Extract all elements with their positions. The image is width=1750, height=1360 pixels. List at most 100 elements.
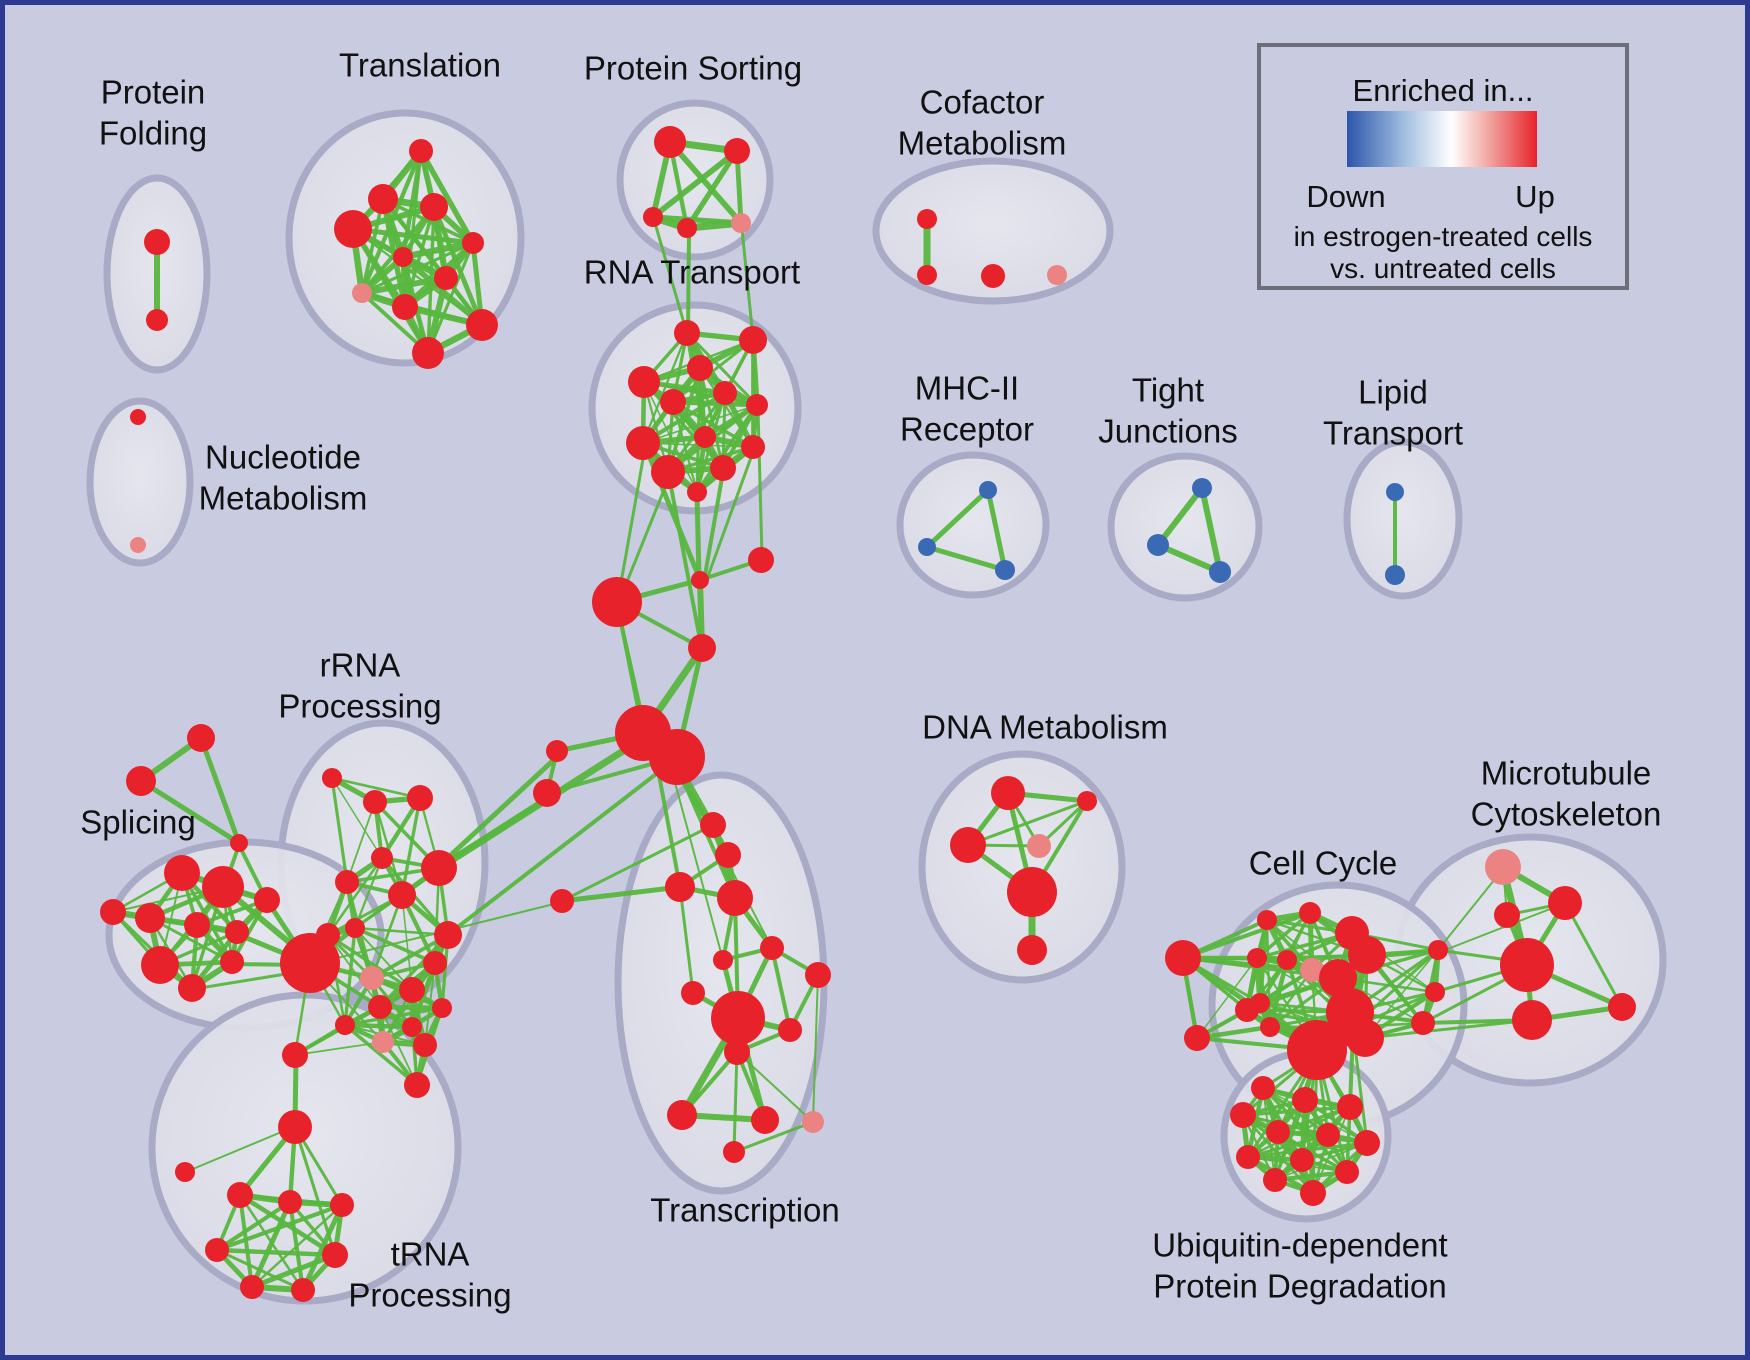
gene-set-node-ubiquitin-degradation[interactable]: [1230, 1102, 1256, 1128]
gene-set-node-trna-processing[interactable]: [227, 1182, 253, 1208]
gene-set-node-transcription[interactable]: [778, 1018, 802, 1042]
gene-set-node-rrna-processing[interactable]: [421, 850, 457, 886]
gene-set-node-rrna-processing[interactable]: [335, 870, 359, 894]
gene-set-node-splicing[interactable]: [254, 887, 280, 913]
gene-set-node-nucleotide-metabolism[interactable]: [130, 537, 146, 553]
gene-set-node-dna-metabolism[interactable]: [1017, 935, 1047, 965]
gene-set-node-translation[interactable]: [352, 283, 372, 303]
gene-set-node-ubiquitin-degradation[interactable]: [1236, 1145, 1260, 1169]
gene-set-node-protein-sorting[interactable]: [731, 213, 751, 233]
gene-set-node-rrna-processing[interactable]: [335, 1015, 355, 1035]
gene-set-node-splicing[interactable]: [100, 899, 126, 925]
gene-set-node-rrna-processing[interactable]: [371, 847, 393, 869]
gene-set-node-ubiquitin-degradation[interactable]: [1300, 1180, 1326, 1206]
gene-set-node-cell-cycle[interactable]: [1348, 936, 1386, 974]
gene-set-node-dna-metabolism[interactable]: [1027, 834, 1051, 858]
gene-set-node-ubiquitin-degradation[interactable]: [1337, 1094, 1363, 1120]
gene-set-node-translation[interactable]: [434, 266, 458, 290]
gene-set-node-tight-junctions[interactable]: [1192, 478, 1212, 498]
gene-set-node-cell-cycle[interactable]: [1257, 910, 1277, 930]
gene-set-node-microtubule-cytoskeleton[interactable]: [1548, 886, 1582, 920]
gene-set-node-cell-cycle[interactable]: [1425, 982, 1445, 1002]
gene-set-node-mhc-ii-receptor[interactable]: [918, 538, 936, 556]
gene-set-node-microtubule-cytoskeleton[interactable]: [1500, 938, 1554, 992]
gene-set-node-rna-transport[interactable]: [746, 394, 768, 416]
gene-set-node-rna-transport[interactable]: [651, 455, 685, 489]
gene-set-node-rrna-processing[interactable]: [360, 966, 384, 990]
gene-set-node-cell-cycle[interactable]: [1411, 1011, 1435, 1035]
gene-set-node-translation[interactable]: [462, 232, 484, 254]
gene-set-node-tight-junctions[interactable]: [1209, 561, 1231, 583]
gene-set-node-cell-cycle[interactable]: [1299, 902, 1321, 924]
gene-set-node-microtubule-cytoskeleton[interactable]: [1512, 1000, 1552, 1040]
gene-set-node-lipid-transport[interactable]: [1385, 565, 1405, 585]
gene-set-node-translation[interactable]: [393, 247, 413, 267]
gene-set-node-cell-cycle[interactable]: [1247, 948, 1267, 968]
gene-set-node-ubiquitin-degradation[interactable]: [1335, 1160, 1359, 1184]
gene-set-node-rrna-processing[interactable]: [404, 1072, 430, 1098]
gene-set-node-rrna-processing[interactable]: [413, 1033, 437, 1057]
gene-set-node-translation[interactable]: [412, 337, 444, 369]
gene-set-node-rrna-processing[interactable]: [363, 790, 387, 814]
gene-set-node-protein-sorting[interactable]: [677, 218, 697, 238]
gene-set-node-rna-transport[interactable]: [660, 389, 686, 415]
gene-set-node-dna-metabolism[interactable]: [991, 776, 1025, 810]
gene-set-node-rrna-processing[interactable]: [322, 768, 342, 788]
gene-set-node-splicing[interactable]: [220, 950, 244, 974]
gene-set-node-translation[interactable]: [409, 139, 433, 163]
gene-set-node-lipid-transport[interactable]: [1386, 483, 1404, 501]
gene-set-node-splicing[interactable]: [141, 946, 179, 984]
gene-set-node-splicing[interactable]: [178, 974, 206, 1002]
gene-set-node-transcription[interactable]: [711, 991, 765, 1045]
gene-set-node-splicing-ext[interactable]: [230, 834, 248, 852]
gene-set-node-cofactor-metabolism[interactable]: [917, 209, 937, 229]
gene-set-node-trna-processing[interactable]: [205, 1238, 229, 1262]
gene-set-node-transcription[interactable]: [665, 872, 695, 902]
gene-set-node-rrna-processing[interactable]: [399, 977, 425, 1003]
gene-set-node-protein-sorting[interactable]: [643, 207, 663, 227]
gene-set-node-rna-transport[interactable]: [687, 482, 707, 502]
gene-set-node-cell-cycle[interactable]: [1319, 959, 1357, 997]
gene-set-node-dna-metabolism[interactable]: [950, 827, 986, 863]
gene-set-node-splicing[interactable]: [184, 912, 210, 938]
gene-set-node-cell-cycle[interactable]: [1165, 940, 1201, 976]
gene-set-node-trna-processing[interactable]: [330, 1193, 354, 1217]
gene-set-node-splicing[interactable]: [202, 866, 244, 908]
gene-set-node-transcription[interactable]: [760, 936, 784, 960]
gene-set-node-cell-cycle[interactable]: [1428, 940, 1448, 960]
gene-set-node-rna-transport[interactable]: [687, 355, 713, 381]
gene-set-node-rrna-processing[interactable]: [423, 951, 447, 975]
gene-set-node-rrna-processing[interactable]: [407, 785, 433, 811]
gene-set-node-backbone[interactable]: [748, 547, 774, 573]
gene-set-node-rrna-processing[interactable]: [402, 1017, 422, 1037]
gene-set-node-rrna-processing[interactable]: [432, 998, 452, 1018]
gene-set-node-rrna-processing[interactable]: [282, 1042, 308, 1068]
gene-set-node-backbone[interactable]: [546, 740, 568, 762]
gene-set-node-splicing[interactable]: [164, 855, 200, 891]
gene-set-node-rrna-processing[interactable]: [345, 918, 365, 938]
gene-set-node-trna-processing[interactable]: [278, 1110, 312, 1144]
gene-set-node-microtubule-cytoskeleton[interactable]: [1494, 902, 1520, 928]
gene-set-node-cell-cycle[interactable]: [1277, 950, 1297, 970]
gene-set-node-protein-folding[interactable]: [146, 309, 168, 331]
gene-set-node-translation[interactable]: [392, 294, 418, 320]
gene-set-node-cell-cycle[interactable]: [1184, 1025, 1210, 1051]
gene-set-node-cofactor-metabolism[interactable]: [981, 264, 1005, 288]
gene-set-node-backbone[interactable]: [592, 577, 642, 627]
gene-set-node-protein-sorting[interactable]: [724, 138, 750, 164]
gene-set-node-splicing-ext[interactable]: [126, 766, 156, 796]
gene-set-node-rna-transport[interactable]: [674, 320, 700, 346]
gene-set-node-cell-cycle[interactable]: [1235, 998, 1259, 1022]
gene-set-node-rrna-processing[interactable]: [368, 995, 392, 1019]
gene-set-node-trna-lone[interactable]: [175, 1162, 195, 1182]
gene-set-node-rna-transport[interactable]: [710, 455, 736, 481]
gene-set-node-trna-processing[interactable]: [240, 1275, 264, 1299]
gene-set-node-trna-processing[interactable]: [278, 1190, 302, 1214]
gene-set-node-cofactor-metabolism[interactable]: [917, 265, 937, 285]
gene-set-node-splicing-ext[interactable]: [187, 724, 215, 752]
gene-set-node-ubiquitin-degradation[interactable]: [1290, 1148, 1314, 1172]
gene-set-node-transcription[interactable]: [724, 1039, 750, 1065]
gene-set-node-cell-cycle[interactable]: [1287, 1020, 1347, 1080]
gene-set-node-translation[interactable]: [334, 210, 372, 248]
gene-set-node-tight-junctions[interactable]: [1147, 534, 1169, 556]
